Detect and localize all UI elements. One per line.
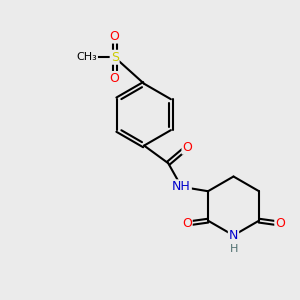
Text: H: H bbox=[230, 244, 238, 254]
Text: O: O bbox=[275, 217, 285, 230]
Text: O: O bbox=[110, 29, 120, 43]
Text: O: O bbox=[110, 72, 120, 85]
Text: O: O bbox=[182, 217, 192, 230]
Text: S: S bbox=[111, 51, 119, 64]
Text: O: O bbox=[182, 141, 192, 154]
Text: NH: NH bbox=[172, 180, 191, 193]
Text: CH₃: CH₃ bbox=[76, 52, 97, 62]
Text: N: N bbox=[229, 229, 238, 242]
